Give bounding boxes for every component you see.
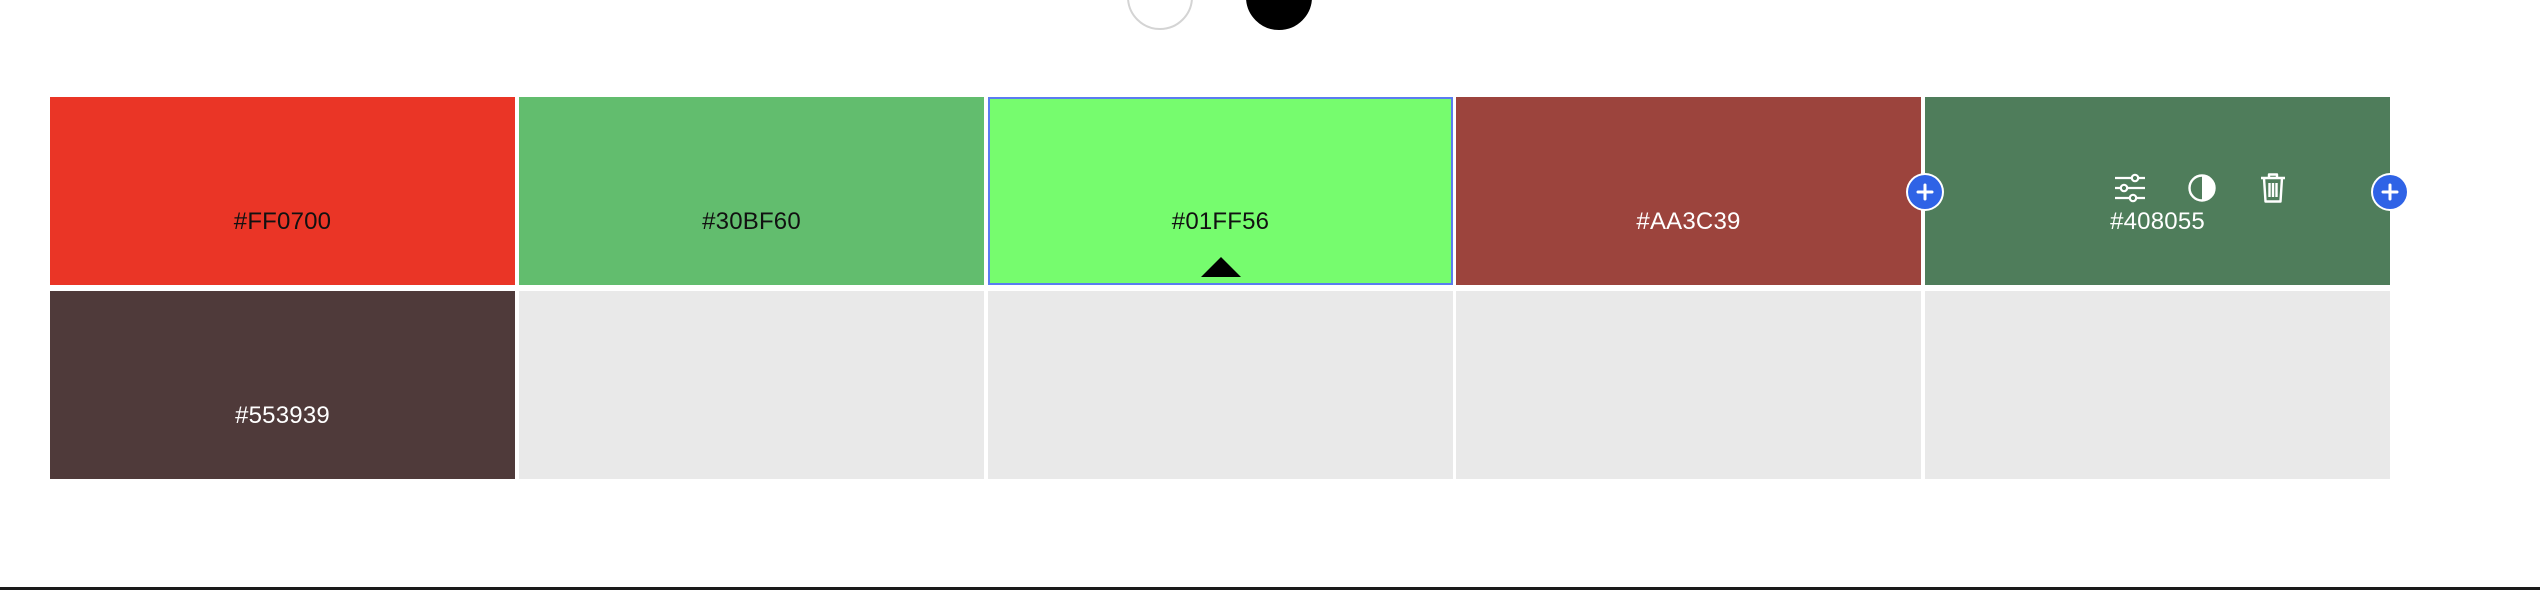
caret-up-icon [1200,257,1241,277]
empty-swatch-slot [1925,291,2390,479]
trash-icon[interactable] [2255,170,2291,206]
contrast-icon[interactable] [2184,170,2220,206]
swatch-4[interactable]: #AA3C39 [1456,97,1921,285]
add-swatch-before-button[interactable] [1908,175,1942,209]
adjust-sliders-icon[interactable] [2112,170,2148,206]
swatch-1[interactable]: #FF0700 [50,97,515,285]
swatch-5-hovered[interactable]: #408055 [1925,97,2390,285]
swatch-hex-label: #AA3C39 [1636,208,1741,235]
bottom-divider [0,587,2540,590]
theme-dark-toggle[interactable] [1246,0,1312,30]
swatch-hex-label: #30BF60 [702,208,801,235]
swatch-2[interactable]: #30BF60 [519,97,984,285]
plus-icon [1916,183,1934,201]
empty-swatch-slot [1456,291,1921,479]
swatch-hex-label: #01FF56 [1171,208,1270,235]
empty-swatch-slot [988,291,1453,479]
add-swatch-after-button[interactable] [2373,175,2407,209]
swatch-3-selected[interactable]: #01FF56 [988,97,1453,285]
swatch-hex-label: #553939 [235,402,330,429]
empty-swatch-slot [519,291,984,479]
theme-light-toggle[interactable] [1127,0,1193,30]
swatch-hex-label: #408055 [2110,208,2205,235]
palette-grid: #FF0700 #30BF60 #01FF56 #AA3C39 [50,97,2390,479]
swatch-6[interactable]: #553939 [50,291,515,479]
plus-icon [2381,183,2399,201]
swatch-hex-label: #FF0700 [233,208,332,235]
